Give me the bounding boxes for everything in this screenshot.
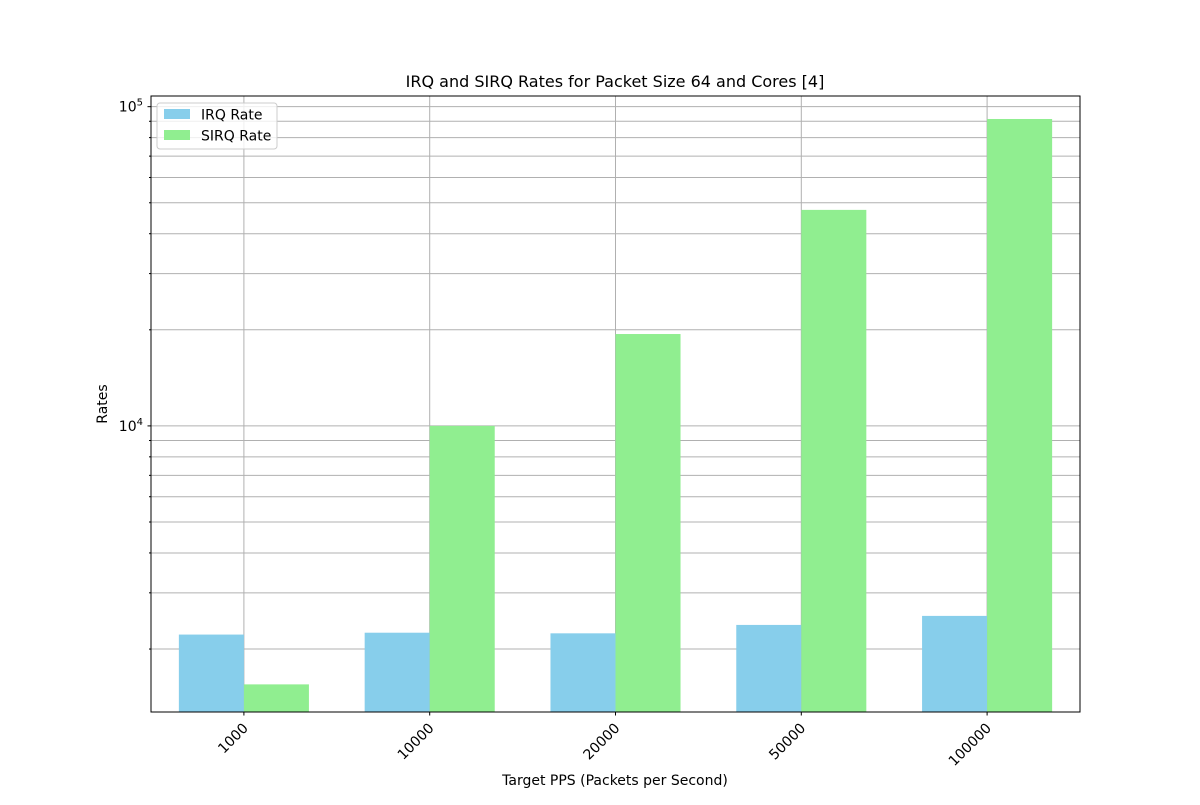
chart-title: IRQ and SIRQ Rates for Packet Size 64 an… — [406, 72, 825, 91]
sirq-rate-bar — [429, 425, 495, 712]
y-tick-label: 105 — [119, 98, 143, 116]
irq-rate-bar — [736, 624, 802, 712]
legend-label-sirq: SIRQ Rate — [201, 129, 271, 145]
legend: IRQ Rate SIRQ Rate — [156, 102, 278, 150]
sirq-rate-bar — [801, 209, 867, 713]
irq-rate-bar — [364, 632, 430, 712]
x-axis-title: Target PPS (Packets per Second) — [501, 773, 728, 789]
sirq-rate-bar — [243, 684, 309, 712]
y-tick-label: 104 — [119, 417, 143, 435]
legend-swatch-sirq — [164, 130, 190, 140]
legend-label-irq: IRQ Rate — [201, 108, 262, 124]
sirq-rate-bar — [615, 334, 681, 712]
y-axis-title: Rates — [95, 384, 111, 423]
sirq-rate-bar — [987, 118, 1053, 712]
legend-swatch-irq — [164, 109, 190, 119]
bars — [178, 118, 1053, 713]
irq-rate-bar — [178, 634, 244, 712]
irq-rate-bar — [550, 633, 616, 712]
irq-rate-bar — [922, 615, 988, 712]
